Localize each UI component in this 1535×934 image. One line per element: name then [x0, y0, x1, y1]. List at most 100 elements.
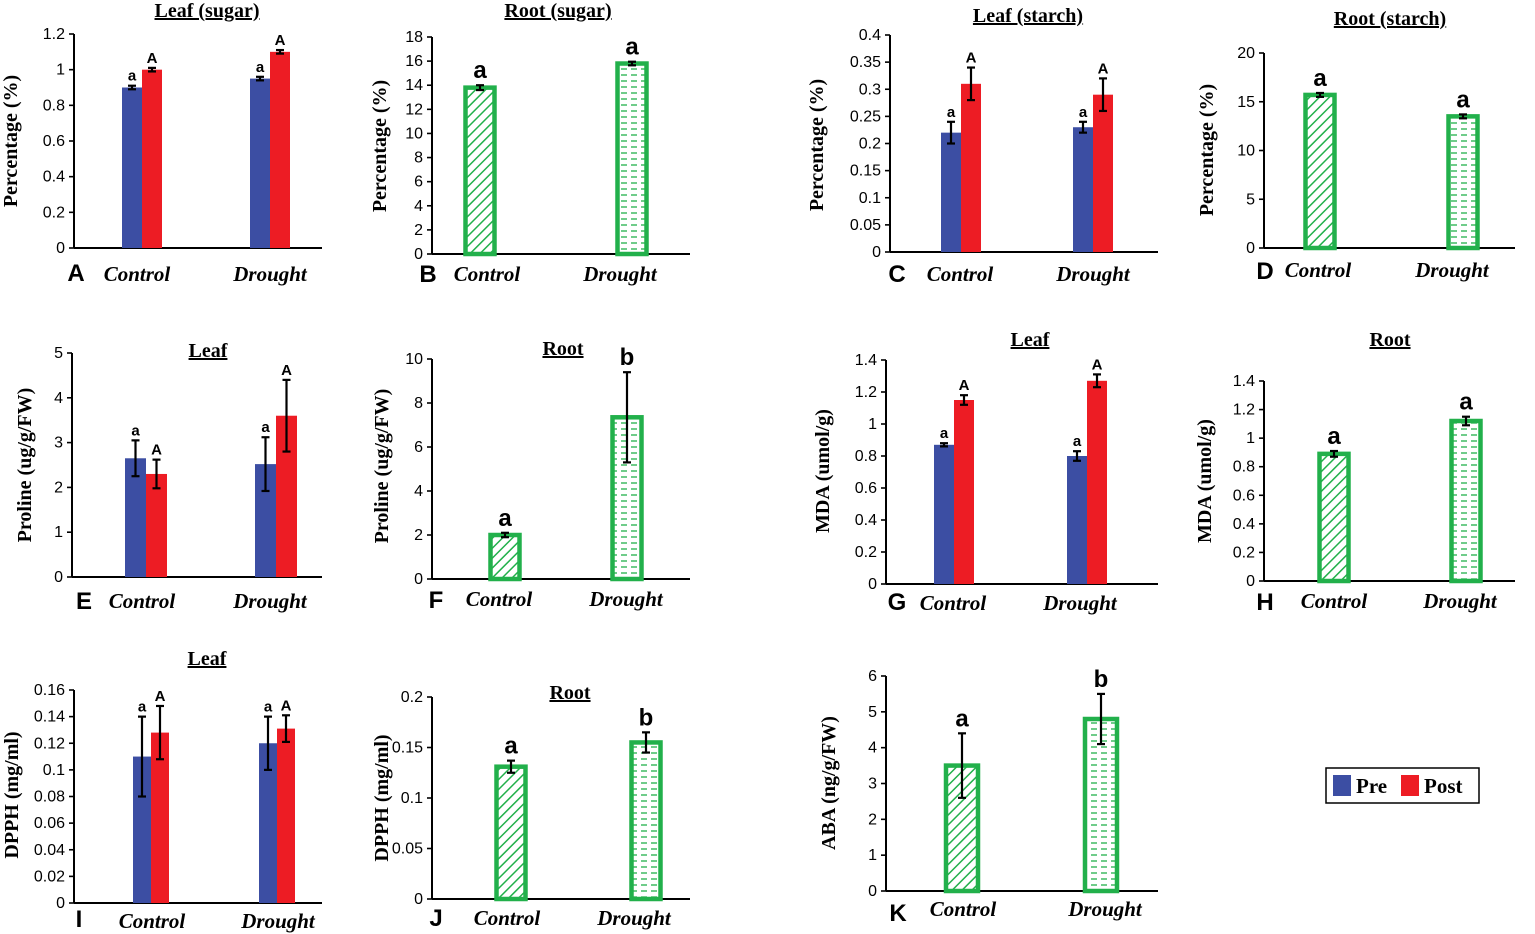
y-axis-label: Proline (ug/g/FW) — [371, 389, 393, 544]
y-tick-label: 0.6 — [43, 133, 65, 150]
y-axis-label: DPPH (mg/ml) — [371, 734, 393, 861]
y-tick-label: 1.2 — [1233, 402, 1255, 419]
panel-letter: A — [67, 260, 84, 287]
bar-post-drought — [277, 728, 295, 903]
y-tick-label: 1 — [868, 416, 877, 433]
significance-label: a — [940, 425, 949, 442]
significance-label: a — [1313, 65, 1327, 92]
chart-panel-j: Root DPPH (mg/ml) 0 0.05 0.1 0.15 0.2 Control Dr… — [371, 682, 690, 932]
y-tick-label: 4 — [868, 740, 877, 757]
y-tick-label: 5 — [1246, 191, 1255, 208]
chart-panel-b: Root (sugar) Percentage (%) 0 2 4 6 8 10 12 14 16 1… — [369, 0, 690, 288]
significance-label: a — [256, 59, 265, 76]
y-tick-label: 0.6 — [1233, 487, 1255, 504]
y-tick-label: 0 — [56, 240, 65, 257]
y-tick-label: 0.4 — [43, 169, 65, 186]
x-category-label: Control — [466, 587, 533, 611]
bar-control — [1303, 92, 1337, 251]
chart-title: Root (starch) — [1334, 8, 1446, 30]
chart-title: Root — [549, 682, 590, 704]
y-tick-label: 0.2 — [1233, 544, 1255, 561]
x-category-label: Drought — [588, 587, 664, 611]
x-category-label: Control — [119, 909, 186, 933]
y-tick-label: 0 — [1246, 240, 1255, 257]
y-axis-label: Percentage (%) — [1196, 84, 1218, 216]
y-tick-label: 1.2 — [43, 26, 65, 43]
y-tick-label: 0.8 — [43, 97, 65, 114]
significance-label: a — [261, 419, 270, 436]
y-tick-label: 0 — [868, 576, 877, 593]
chart-panel-e: Leaf Proline (ug/g/FW) 0 1 2 3 4 5 Control Drough… — [14, 340, 322, 615]
bar-pre-control — [133, 756, 151, 903]
y-axis-label: Percentage (%) — [0, 75, 22, 207]
bar-drought — [1449, 418, 1483, 584]
y-tick-label: 8 — [414, 150, 423, 167]
significance-label: A — [147, 50, 158, 67]
y-tick-label: 0.1 — [43, 762, 65, 779]
x-category-label: Drought — [240, 909, 316, 933]
y-tick-label: 2 — [414, 527, 423, 544]
significance-label: a — [1079, 104, 1088, 121]
bar-pre-control — [122, 87, 142, 248]
y-tick-label: 0 — [1246, 573, 1255, 590]
bar-control — [463, 85, 497, 257]
y-axis-label: MDA (umol/g) — [812, 409, 834, 533]
y-tick-label: 0.15 — [850, 163, 881, 180]
panel-letter: B — [419, 261, 436, 288]
chart-title: Leaf (sugar) — [155, 0, 260, 22]
significance-label: A — [151, 442, 162, 459]
x-category-label: Control — [927, 262, 994, 286]
legend-label-pre: Pre — [1356, 774, 1387, 798]
chart-panel-a: Leaf (sugar) Percentage (%) 0 0.2 0.4 0.6 0.8 1… — [0, 0, 322, 287]
significance-label: a — [1456, 86, 1470, 113]
bar-pre-drought — [259, 743, 277, 903]
bar-post-drought — [1087, 380, 1107, 584]
bar-pre-drought — [1067, 456, 1087, 584]
x-category-label: Drought — [1422, 589, 1498, 613]
bar-pre-drought — [250, 78, 270, 248]
y-tick-label: 0 — [868, 883, 877, 900]
significance-label: a — [504, 733, 518, 760]
y-axis-label: Percentage (%) — [806, 79, 828, 211]
y-tick-label: 0.4 — [859, 27, 881, 44]
bar-pre-drought — [1073, 127, 1093, 252]
y-tick-label: 16 — [405, 53, 423, 70]
legend-swatch-post — [1401, 775, 1419, 796]
y-tick-label: 0.06 — [34, 815, 65, 832]
y-tick-label: 0.3 — [859, 81, 881, 98]
bar-control — [488, 532, 522, 582]
y-tick-label: 0.2 — [401, 689, 423, 706]
significance-label: A — [275, 32, 286, 49]
legend: Pre Post — [1325, 767, 1480, 804]
y-tick-label: 15 — [1237, 94, 1255, 111]
y-tick-label: 5 — [868, 704, 877, 721]
y-tick-label: 10 — [405, 351, 423, 368]
significance-label: a — [473, 57, 487, 84]
y-tick-label: 6 — [414, 439, 423, 456]
y-tick-label: 0 — [54, 569, 63, 586]
significance-label: a — [138, 699, 147, 716]
legend-label-post: Post — [1424, 774, 1463, 798]
y-tick-label: 0.02 — [34, 868, 65, 885]
x-category-label: Drought — [232, 589, 308, 613]
bar-pre-control — [941, 132, 961, 252]
bar-post-control — [954, 400, 974, 584]
chart-title: Root — [1369, 329, 1410, 351]
bar-pre-drought — [255, 464, 276, 577]
y-tick-label: 18 — [405, 29, 423, 46]
panel-letter: C — [888, 261, 905, 288]
significance-label: A — [281, 697, 292, 714]
y-tick-label: 2 — [54, 479, 63, 496]
y-tick-label: 0.14 — [34, 709, 65, 726]
significance-label: a — [498, 505, 512, 532]
y-tick-label: 20 — [1237, 45, 1255, 62]
panel-letter: D — [1256, 258, 1273, 285]
y-tick-label: 0.2 — [859, 136, 881, 153]
bar-pre-control — [934, 444, 954, 584]
y-tick-label: 0.1 — [859, 190, 881, 207]
x-category-label: Drought — [582, 262, 658, 286]
bar-drought — [615, 61, 649, 257]
panel-letter: H — [1256, 589, 1273, 616]
bar-post-drought — [270, 51, 290, 249]
